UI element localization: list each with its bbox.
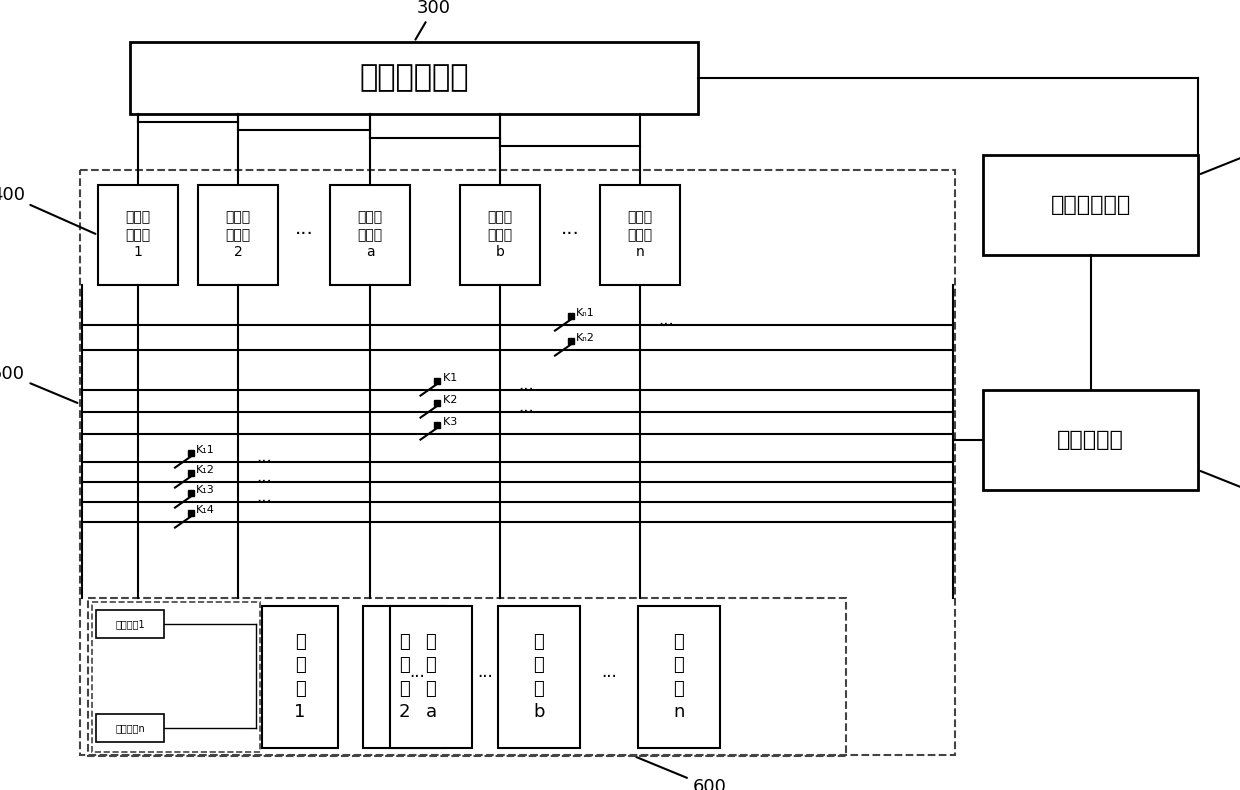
Text: K⁡1: K⁡1 bbox=[444, 373, 458, 383]
Text: 电
池
簇
2: 电 池 簇 2 bbox=[398, 633, 409, 721]
Text: 人机交互单元: 人机交互单元 bbox=[1050, 195, 1131, 215]
Bar bbox=[95, 714, 164, 742]
Bar bbox=[188, 470, 193, 476]
Text: K₁2: K₁2 bbox=[196, 465, 215, 475]
Bar bbox=[88, 598, 846, 756]
Text: ···: ··· bbox=[409, 668, 425, 686]
Text: K₁3: K₁3 bbox=[196, 485, 215, 495]
Text: ···: ··· bbox=[255, 493, 272, 511]
Text: 检测保
护单元
1: 检测保 护单元 1 bbox=[125, 211, 150, 259]
Text: 100: 100 bbox=[1200, 471, 1240, 510]
Text: ···: ··· bbox=[518, 381, 533, 399]
Bar bbox=[262, 606, 339, 748]
Bar bbox=[188, 491, 193, 496]
Bar bbox=[639, 606, 720, 748]
Text: ···: ··· bbox=[601, 668, 616, 686]
Text: Kₙ1: Kₙ1 bbox=[575, 308, 594, 318]
Text: K₁4: K₁4 bbox=[196, 505, 215, 515]
Text: 检测单元1: 检测单元1 bbox=[115, 619, 145, 629]
Bar bbox=[568, 314, 574, 319]
Text: 电
池
簇
a: 电 池 簇 a bbox=[425, 633, 436, 721]
Text: ···: ··· bbox=[255, 453, 272, 471]
Bar bbox=[98, 185, 179, 285]
Text: ···: ··· bbox=[658, 316, 673, 334]
Text: Kₙ2: Kₙ2 bbox=[575, 333, 594, 343]
Text: 200: 200 bbox=[1200, 136, 1240, 174]
Text: 检测保
护单元
b: 检测保 护单元 b bbox=[487, 211, 512, 259]
Text: 电
池
簇
n: 电 池 簇 n bbox=[673, 633, 684, 721]
Text: K₁1: K₁1 bbox=[196, 445, 215, 455]
Bar bbox=[330, 185, 410, 285]
Text: 总控制单元: 总控制单元 bbox=[1056, 430, 1123, 450]
Bar bbox=[188, 510, 193, 517]
Bar bbox=[600, 185, 680, 285]
Bar bbox=[130, 42, 698, 114]
Bar bbox=[92, 602, 260, 752]
Text: 300: 300 bbox=[415, 0, 451, 40]
Text: 400: 400 bbox=[0, 186, 95, 234]
Text: 检测保
护单元
n: 检测保 护单元 n bbox=[627, 211, 652, 259]
Bar bbox=[460, 185, 539, 285]
Bar bbox=[983, 390, 1198, 490]
Text: ···: ··· bbox=[560, 225, 579, 244]
Text: ···: ··· bbox=[518, 403, 533, 421]
Bar bbox=[188, 450, 193, 457]
Bar bbox=[95, 610, 164, 638]
Text: 检测保
护单元
2: 检测保 护单元 2 bbox=[226, 211, 250, 259]
Bar bbox=[434, 401, 439, 406]
Bar bbox=[198, 185, 278, 285]
Text: ···: ··· bbox=[477, 668, 492, 686]
Bar bbox=[568, 338, 574, 344]
Text: 检测保
护单元
a: 检测保 护单元 a bbox=[357, 211, 383, 259]
Text: 汇流检测单元: 汇流检测单元 bbox=[360, 63, 469, 92]
Bar bbox=[81, 170, 955, 755]
Text: 600: 600 bbox=[636, 757, 727, 790]
Bar bbox=[498, 606, 580, 748]
Bar bbox=[391, 606, 472, 748]
Text: ···: ··· bbox=[295, 225, 314, 244]
Bar bbox=[983, 155, 1198, 255]
Text: 500: 500 bbox=[0, 365, 77, 403]
Text: 电
池
簇
b: 电 池 簇 b bbox=[533, 633, 544, 721]
Bar bbox=[434, 423, 439, 428]
Text: 检测单元n: 检测单元n bbox=[115, 723, 145, 733]
Bar bbox=[434, 378, 439, 385]
Text: ···: ··· bbox=[255, 473, 272, 491]
Text: K⁡3: K⁡3 bbox=[444, 417, 458, 427]
Bar bbox=[363, 606, 445, 748]
Text: K⁡2: K⁡2 bbox=[444, 395, 458, 405]
Text: 电
池
簇
1: 电 池 簇 1 bbox=[294, 633, 306, 721]
